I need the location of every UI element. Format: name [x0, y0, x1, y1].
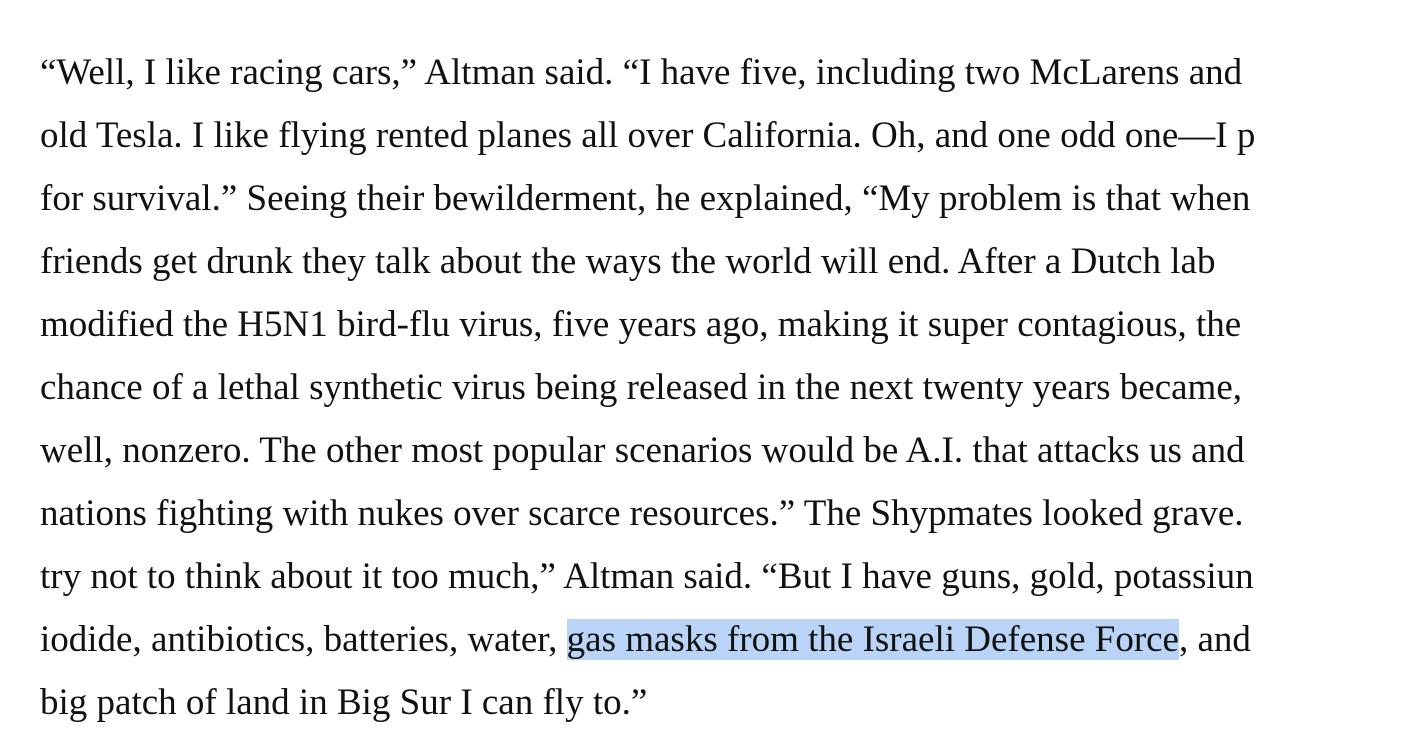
paragraph-line: “Well, I like racing cars,” Altman said.… [40, 52, 1243, 93]
paragraph-line-with-selection: iodide, antibiotics, batteries, water, g… [40, 608, 1406, 671]
paragraph-line: try not to think about it too much,” Alt… [40, 556, 1254, 597]
paragraph-line: friends get drunk they talk about the wa… [40, 241, 1216, 282]
line-text-after-selection: , and [1178, 619, 1251, 660]
paragraph-line: old Tesla. I like flying rented planes a… [40, 115, 1256, 156]
line-text-before-selection: iodide, antibiotics, batteries, water, [40, 619, 567, 660]
paragraph-line: well, nonzero. The other most popular sc… [40, 430, 1245, 471]
paragraph-line: chance of a lethal synthetic virus being… [40, 367, 1243, 408]
paragraph-line: big patch of land in Big Sur I can fly t… [40, 682, 648, 723]
article-paragraph: “Well, I like racing cars,” Altman said.… [40, 41, 1406, 734]
paragraph-line: for survival.” Seeing their bewilderment… [40, 178, 1251, 219]
paragraph-line: nations fighting with nukes over scarce … [40, 493, 1244, 534]
selected-text[interactable]: gas masks from the Israeli Defense Force [566, 619, 1179, 660]
paragraph-line: modified the H5N1 bird-flu virus, five y… [40, 304, 1242, 345]
